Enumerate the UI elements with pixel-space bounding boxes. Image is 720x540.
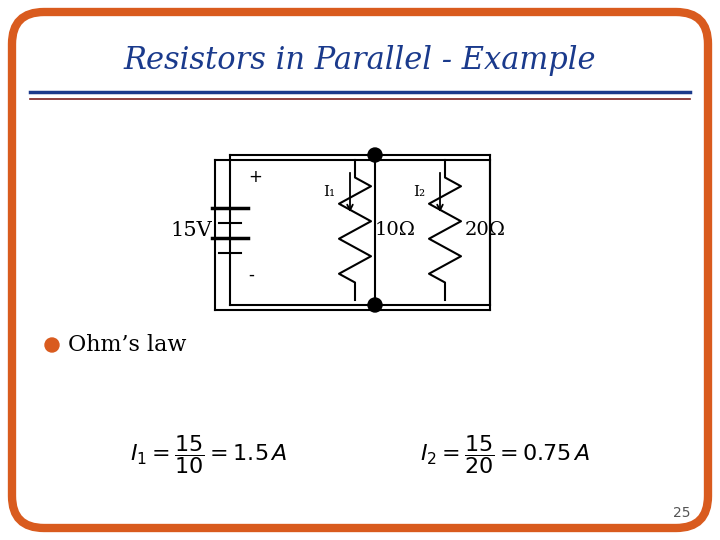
Text: 25: 25 <box>672 506 690 520</box>
Text: 20Ω: 20Ω <box>465 221 506 239</box>
Text: I₁: I₁ <box>323 186 335 199</box>
Text: -: - <box>248 266 254 284</box>
FancyBboxPatch shape <box>12 12 708 528</box>
Text: +: + <box>248 168 262 186</box>
Text: Resistors in Parallel - Example: Resistors in Parallel - Example <box>124 44 596 76</box>
Text: $I_1 = \dfrac{15}{10} = 1.5\,A$: $I_1 = \dfrac{15}{10} = 1.5\,A$ <box>130 434 287 476</box>
Text: I₂: I₂ <box>413 186 425 199</box>
Circle shape <box>368 148 382 162</box>
Text: Ohm’s law: Ohm’s law <box>68 334 186 356</box>
Circle shape <box>45 338 59 352</box>
Text: $I_2 = \dfrac{15}{20} = 0.75\,A$: $I_2 = \dfrac{15}{20} = 0.75\,A$ <box>420 434 590 476</box>
Circle shape <box>368 298 382 312</box>
Text: 10Ω: 10Ω <box>375 221 416 239</box>
Text: 15V: 15V <box>170 220 212 240</box>
